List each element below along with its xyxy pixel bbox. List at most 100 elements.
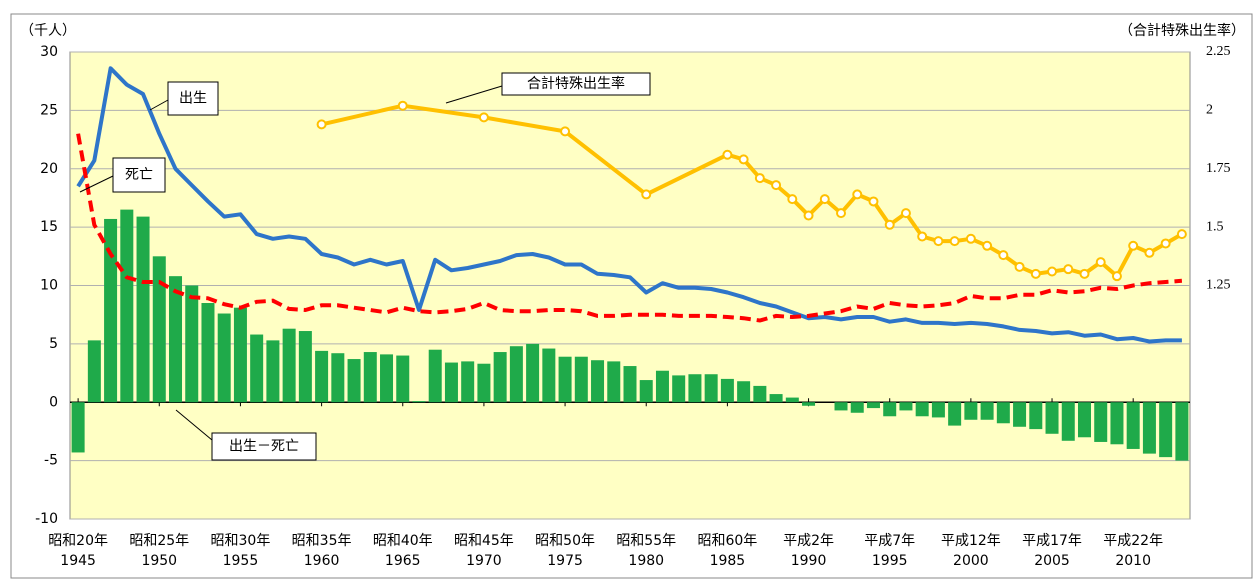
leader-line: [175, 409, 213, 441]
bar: [201, 303, 215, 403]
x-tick-label: 1995: [872, 553, 908, 569]
bar: [996, 402, 1010, 424]
y-tick-label: -5: [44, 453, 58, 469]
point: [1047, 266, 1058, 277]
leader-line: [149, 99, 169, 111]
y2-axis-label: （合計特殊出生率）: [1119, 22, 1245, 39]
bar: [785, 397, 799, 403]
x-tick-label: 1975: [547, 553, 583, 569]
bar: [185, 285, 199, 403]
x-tick-era-label: 平成22年: [1103, 533, 1163, 549]
y-axis-label: （千人）: [20, 23, 76, 39]
point: [982, 240, 993, 251]
annotation-box: [211, 432, 317, 461]
bar: [1175, 402, 1189, 461]
bar: [1061, 402, 1075, 441]
bar: [948, 402, 962, 426]
point: [933, 236, 944, 247]
leader-line: [445, 85, 503, 104]
bar: [737, 381, 751, 403]
x-tick-label: 1970: [466, 553, 502, 569]
y-tick-label: 10: [40, 278, 58, 294]
bar: [444, 362, 458, 403]
x-tick-era-label: 昭和30年: [211, 533, 271, 549]
point: [1095, 257, 1106, 268]
x-tick-era-label: 昭和20年: [48, 533, 108, 549]
bar: [136, 216, 150, 403]
y2-tick-label: 2.25: [1206, 44, 1231, 59]
x-tick-era-label: 平成17年: [1022, 533, 1082, 549]
bar: [639, 380, 653, 403]
y-tick-label: 5: [49, 336, 58, 352]
x-tick-label: 2000: [953, 553, 989, 569]
point: [1128, 240, 1139, 251]
x-tick-label: 1960: [304, 553, 340, 569]
y-tick-label: -10: [35, 511, 58, 527]
bar: [802, 402, 816, 406]
bar: [412, 401, 426, 403]
bar: [104, 218, 118, 403]
bar: [71, 402, 85, 453]
bar: [672, 375, 686, 403]
dashed-line: [76, 133, 1183, 323]
bar: [169, 276, 183, 403]
x-tick-era-label: 昭和35年: [292, 533, 352, 549]
bar: [87, 340, 101, 403]
marks: [71, 66, 1189, 461]
bar: [461, 361, 475, 403]
y2-tick-label: 1.75: [1206, 161, 1231, 176]
bar: [298, 331, 312, 403]
bar: [493, 352, 507, 403]
x-tick-label: 1990: [791, 553, 827, 569]
point: [738, 154, 749, 165]
point: [900, 208, 911, 219]
bar: [282, 328, 296, 403]
x-tick-label: 1955: [223, 553, 259, 569]
bar: [850, 402, 864, 413]
x-tick-era-label: 平成2年: [783, 533, 834, 549]
x-tick-era-label: 昭和45年: [454, 533, 514, 549]
point: [560, 126, 571, 137]
bar: [315, 350, 329, 403]
line: [76, 66, 1182, 344]
point: [949, 236, 960, 247]
x-tick-label: 1985: [710, 553, 746, 569]
bar: [363, 352, 377, 403]
x-tick-era-label: 昭和55年: [616, 533, 676, 549]
x-tick-era-label: 昭和60年: [697, 533, 757, 549]
bar: [217, 313, 231, 403]
leader-line: [79, 175, 114, 193]
bar: [980, 402, 994, 420]
bar: [931, 402, 945, 418]
bar: [655, 370, 669, 403]
point: [787, 194, 798, 205]
point: [965, 233, 976, 244]
y2-tick-label: 1.5: [1206, 219, 1224, 234]
point: [1176, 229, 1187, 240]
x-tick-label: 1965: [385, 553, 421, 569]
point: [1030, 268, 1041, 279]
bar: [558, 356, 572, 403]
bar: [753, 385, 767, 403]
bar: [834, 402, 848, 411]
point: [754, 173, 765, 184]
bar: [866, 402, 880, 409]
bar: [347, 359, 361, 403]
y-tick-label: 25: [40, 102, 58, 118]
y-tick-label: 0: [49, 394, 58, 410]
x-tick-label: 2005: [1034, 553, 1070, 569]
annotation-box: [167, 81, 219, 116]
bar: [250, 334, 264, 403]
bar: [964, 402, 978, 420]
bar: [591, 360, 605, 403]
bar: [574, 356, 588, 403]
bar: [1110, 402, 1124, 445]
x-tick-era-label: 昭和25年: [129, 533, 189, 549]
x-tick-era-label: 平成12年: [941, 533, 1001, 549]
bar: [1045, 402, 1059, 434]
bar: [477, 363, 491, 403]
bar: [266, 340, 280, 403]
bar: [233, 307, 247, 403]
bar: [1094, 402, 1108, 442]
